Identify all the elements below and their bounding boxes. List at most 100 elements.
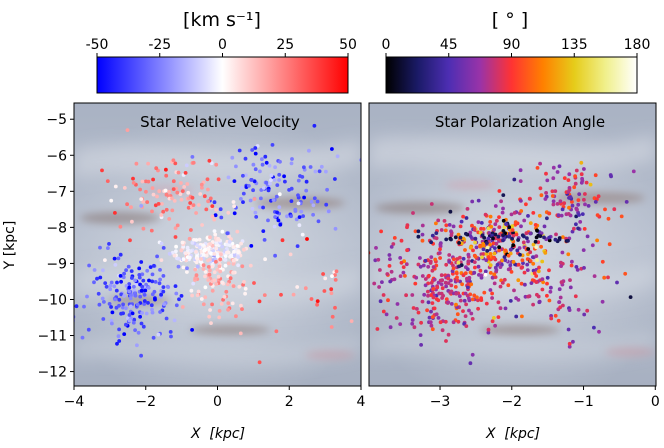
scatter-point xyxy=(283,179,287,184)
scatter-point xyxy=(577,213,581,217)
scatter-point xyxy=(171,179,176,184)
scatter-point xyxy=(556,213,561,218)
scatter-point xyxy=(446,276,451,281)
scatter-point xyxy=(478,268,483,273)
scatter-point xyxy=(182,185,187,189)
scatter-point xyxy=(117,297,122,302)
scatter-point xyxy=(137,266,142,271)
scatter-point xyxy=(531,242,536,247)
scatter-point xyxy=(208,268,212,273)
scatter-point xyxy=(251,188,256,193)
scatter-point xyxy=(212,200,217,205)
scatter-point xyxy=(512,177,517,182)
scatter-point xyxy=(308,165,313,169)
scatter-point xyxy=(236,263,241,268)
scatter-point xyxy=(410,293,415,297)
scatter-point xyxy=(473,236,478,241)
scatter-point xyxy=(561,303,565,308)
scatter-point xyxy=(516,278,521,283)
velocity-x-axis-label: X [kpc] xyxy=(190,426,245,442)
scatter-point xyxy=(378,299,383,304)
scatter-point xyxy=(419,320,423,325)
scatter-point xyxy=(482,235,487,240)
scatter-point xyxy=(170,196,174,201)
scatter-point xyxy=(520,258,525,263)
scatter-point xyxy=(187,236,192,241)
scatter-point xyxy=(524,231,529,236)
scatter-point xyxy=(276,218,281,223)
scatter-point xyxy=(465,267,470,272)
scatter-point xyxy=(495,218,499,223)
scatter-point xyxy=(443,228,448,233)
scatter-point xyxy=(570,203,575,208)
scatter-point xyxy=(236,250,241,255)
scatter-point xyxy=(455,278,460,283)
scatter-point xyxy=(161,289,166,294)
scatter-point xyxy=(372,281,377,286)
scatter-point xyxy=(468,361,473,366)
scatter-point xyxy=(129,293,133,298)
scatter-point xyxy=(253,210,258,215)
scatter-point xyxy=(309,199,314,204)
scatter-point xyxy=(212,252,217,256)
scatter-point xyxy=(241,282,246,287)
scatter-point xyxy=(411,211,415,215)
scatter-point xyxy=(92,280,96,285)
velocity-x-ticks: −4 −2 0 2 4 xyxy=(64,386,366,410)
scatter-point xyxy=(249,244,254,248)
scatter-point xyxy=(451,266,456,271)
scatter-point xyxy=(203,285,208,290)
scatter-point xyxy=(214,282,219,286)
scatter-point xyxy=(257,360,262,365)
scatter-point xyxy=(557,300,561,304)
scatter-point xyxy=(155,254,160,259)
scatter-point xyxy=(468,234,473,238)
scatter-point xyxy=(172,253,177,258)
scatter-point xyxy=(525,262,530,267)
y-tick-label: −7 xyxy=(46,184,67,200)
colorbar-tick-label: 50 xyxy=(339,37,357,53)
scatter-point xyxy=(488,220,493,224)
scatter-point xyxy=(420,232,425,237)
scatter-point xyxy=(399,260,404,265)
scatter-point xyxy=(531,261,536,266)
scatter-point xyxy=(531,302,535,307)
scatter-point xyxy=(422,292,427,297)
scatter-point xyxy=(201,302,206,307)
scatter-point xyxy=(158,310,163,314)
scatter-point xyxy=(160,202,164,206)
scatter-point xyxy=(516,262,521,267)
scatter-point xyxy=(141,199,146,204)
scatter-point xyxy=(206,187,210,192)
scatter-point xyxy=(128,304,133,309)
scatter-point xyxy=(267,163,272,168)
scatter-point xyxy=(526,247,531,251)
scatter-point xyxy=(201,243,206,248)
scatter-point xyxy=(168,330,173,334)
scatter-point xyxy=(500,258,505,263)
scatter-point xyxy=(410,318,415,322)
scatter-point xyxy=(431,287,436,291)
scatter-point xyxy=(476,298,480,303)
scatter-point xyxy=(380,280,384,284)
scatter-point xyxy=(539,193,544,198)
scatter-point xyxy=(491,236,495,241)
scatter-point xyxy=(117,303,121,308)
scatter-point xyxy=(258,169,262,174)
scatter-point xyxy=(567,308,572,312)
scatter-point xyxy=(261,205,265,210)
y-tick-label: −12 xyxy=(37,365,67,381)
scatter-point xyxy=(151,192,156,197)
scatter-point xyxy=(570,229,575,234)
scatter-point xyxy=(547,268,551,273)
scatter-point xyxy=(511,243,516,248)
x-tick-label: −4 xyxy=(64,394,85,410)
scatter-point xyxy=(440,328,445,333)
scatter-point xyxy=(429,309,433,314)
scatter-point xyxy=(506,253,511,258)
scatter-point xyxy=(458,224,463,229)
scatter-point xyxy=(494,241,499,246)
scatter-point xyxy=(586,204,591,208)
scatter-point xyxy=(509,212,514,217)
scatter-point xyxy=(142,292,147,297)
